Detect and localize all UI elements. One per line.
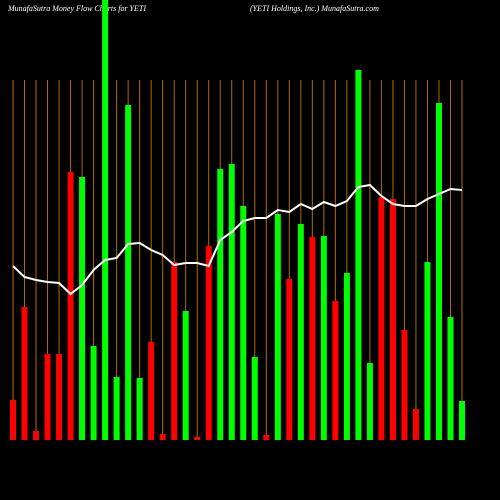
chart-subtitle: (YETI Holdings, Inc.) MunafaSutra.com	[250, 4, 379, 13]
bar	[67, 172, 74, 440]
bar	[366, 363, 373, 440]
bar	[194, 437, 201, 440]
bar	[113, 377, 120, 440]
bar	[79, 177, 86, 440]
bar	[320, 236, 327, 440]
bar	[447, 317, 454, 440]
bar	[136, 378, 143, 440]
bar	[309, 237, 316, 440]
bar	[251, 357, 258, 440]
bar	[401, 330, 408, 440]
bar	[228, 164, 235, 440]
bar	[90, 346, 97, 440]
bar	[459, 401, 465, 440]
bar	[424, 262, 431, 440]
bar	[274, 214, 281, 440]
bar	[10, 400, 16, 440]
bar	[182, 311, 189, 440]
bar	[102, 0, 109, 440]
bar	[33, 431, 40, 440]
chart-title: MunafaSutra Money Flow Charts for YETI	[7, 4, 146, 13]
bar	[21, 307, 28, 440]
bar	[148, 342, 155, 440]
bar	[297, 224, 304, 440]
bar	[435, 103, 442, 440]
bar	[263, 435, 270, 440]
bar	[44, 354, 51, 440]
bar	[240, 206, 247, 440]
bar	[355, 70, 362, 440]
money-flow-line	[12, 183, 463, 296]
bar	[332, 301, 339, 440]
bar	[389, 199, 396, 440]
bar	[125, 105, 132, 440]
bar	[378, 197, 385, 440]
bar	[171, 262, 178, 440]
bar	[159, 434, 166, 440]
bar	[56, 354, 63, 440]
bar	[217, 169, 224, 440]
bar	[412, 409, 419, 440]
bar	[343, 273, 350, 440]
bar	[286, 279, 293, 440]
bar	[205, 246, 212, 440]
